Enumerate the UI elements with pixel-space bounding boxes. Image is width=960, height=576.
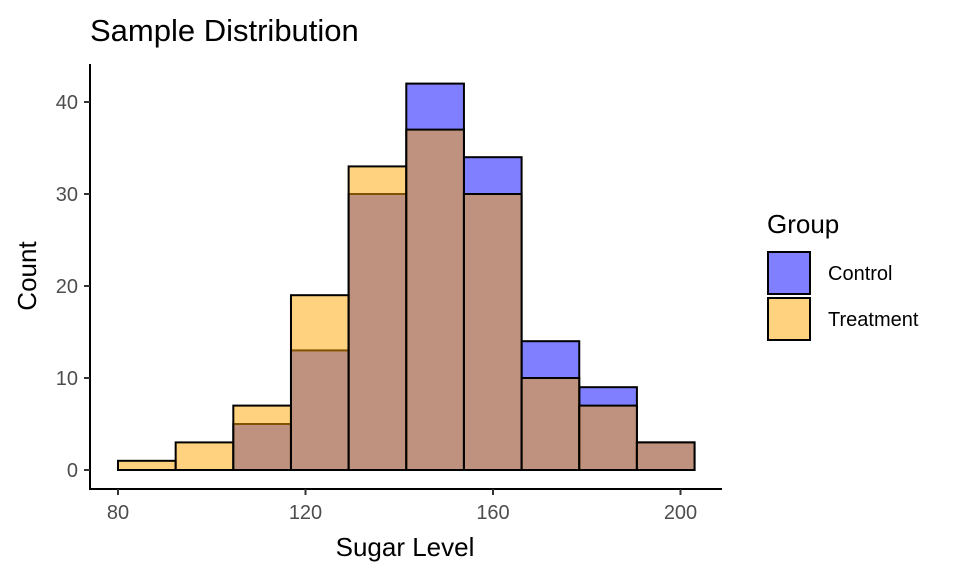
bar-treatment-7: [520, 377, 581, 471]
y-tick-label: 30: [56, 184, 78, 206]
y-tick-label: 40: [56, 92, 78, 114]
legend-label-control: Control: [828, 263, 892, 285]
y-tick-label: 0: [67, 460, 78, 482]
legend-title: Group: [767, 209, 839, 239]
x-axis-title: Sugar Level: [336, 532, 475, 562]
bar-treatment-3: [289, 294, 350, 472]
legend: Group Control Treatment: [767, 209, 919, 341]
legend-items: Control Treatment: [767, 251, 919, 341]
x-axis-ticks: 80 120 160 200: [107, 489, 697, 524]
bar-treatment-2: [232, 404, 292, 472]
x-tick-label: 160: [476, 502, 509, 524]
bar-treatment-4: [347, 165, 408, 471]
bar-treatment-9: [635, 441, 696, 471]
bar-treatment-1: [174, 441, 235, 471]
bar-treatment-6: [462, 193, 523, 471]
bar-treatment-8: [578, 404, 638, 472]
y-tick-label: 10: [56, 368, 78, 390]
legend-key-control: [767, 251, 811, 295]
chart-title: Sample Distribution: [90, 13, 359, 48]
x-tick-label: 200: [664, 502, 697, 524]
legend-key-treatment: [767, 297, 811, 341]
y-axis-title: Count: [12, 241, 42, 311]
x-tick-label: 80: [107, 502, 129, 524]
bars-layer: [117, 82, 696, 472]
x-tick-label: 120: [289, 502, 322, 524]
y-axis-ticks: 0 10 20 30 40: [56, 92, 90, 482]
y-tick-label: 20: [56, 276, 78, 298]
legend-label-treatment: Treatment: [828, 309, 919, 331]
bar-treatment-5: [405, 128, 465, 471]
bar-treatment-0: [117, 459, 177, 471]
